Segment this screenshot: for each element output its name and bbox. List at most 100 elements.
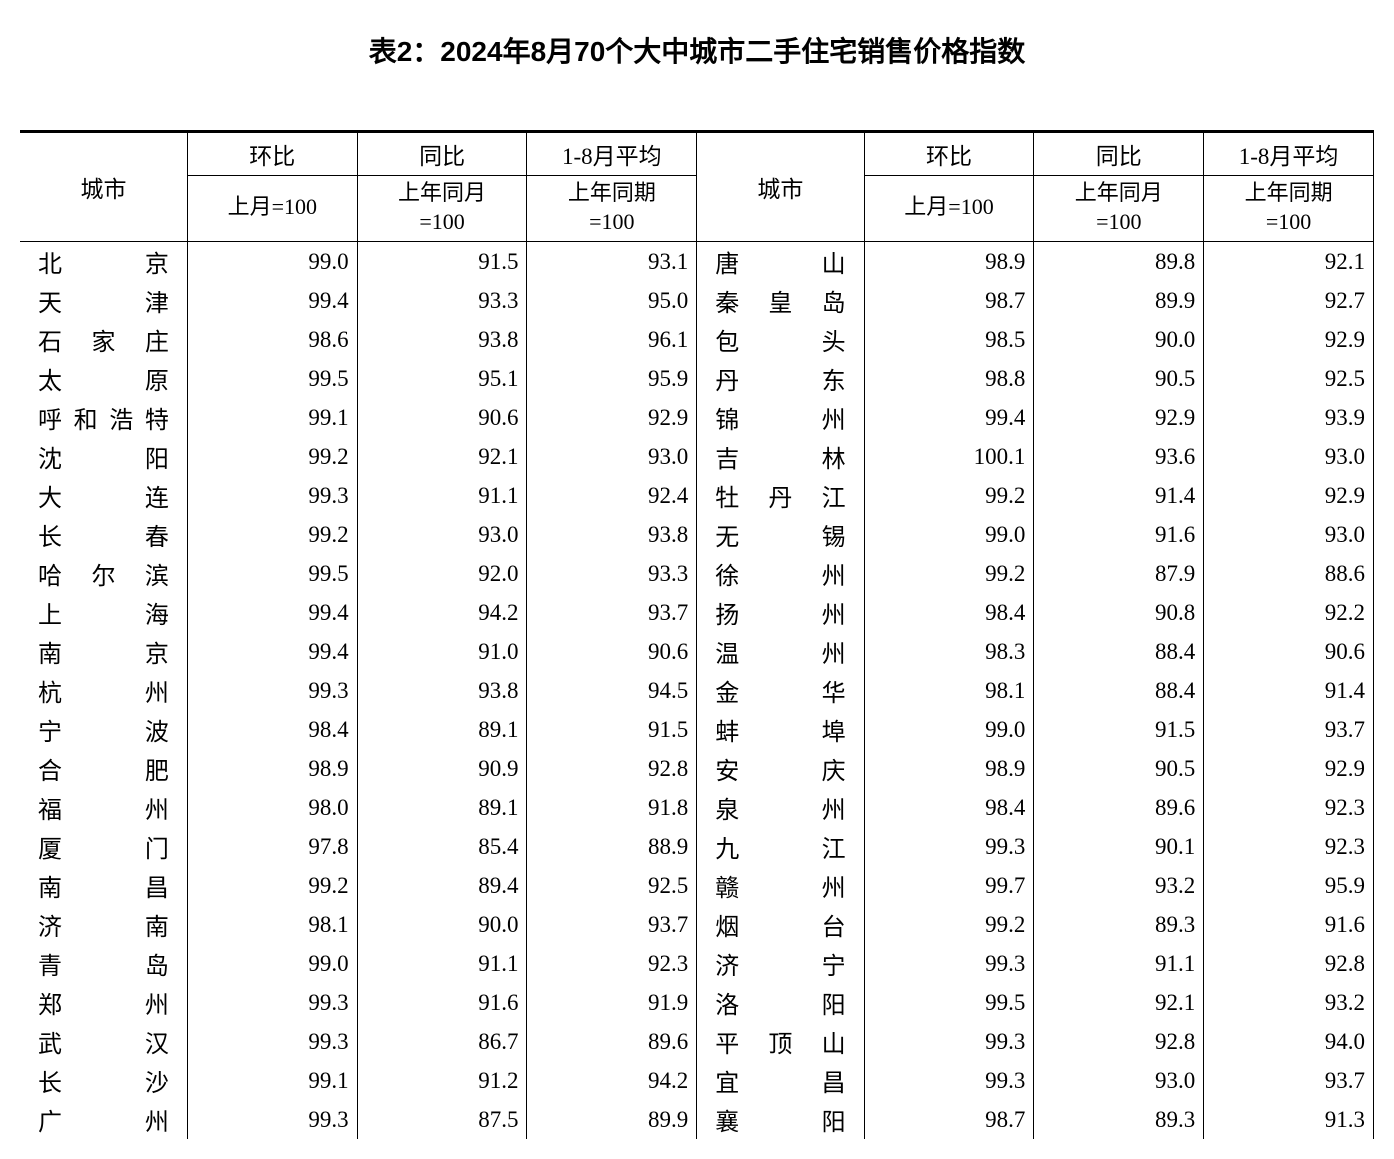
yoy-cell: 95.1 [357, 359, 527, 398]
avg-cell: 94.2 [527, 1061, 697, 1100]
avg-cell: 88.6 [1204, 554, 1374, 593]
yoy-cell: 91.6 [357, 983, 527, 1022]
table-body: 北京99.091.593.1唐山98.989.892.1天津99.493.395… [20, 242, 1374, 1140]
city-cell: 丹东 [697, 359, 864, 398]
yoy-cell: 91.5 [1034, 710, 1204, 749]
mom-cell: 99.4 [187, 593, 357, 632]
yoy-cell: 85.4 [357, 827, 527, 866]
city-cell: 广州 [20, 1100, 187, 1139]
hdr-avg-sub-right: 上年同期=100 [1204, 176, 1374, 242]
yoy-cell: 91.6 [1034, 515, 1204, 554]
yoy-cell: 91.5 [357, 242, 527, 282]
avg-cell: 95.9 [527, 359, 697, 398]
table-row: 天津99.493.395.0秦皇岛98.789.992.7 [20, 281, 1374, 320]
yoy-cell: 93.8 [357, 671, 527, 710]
mom-cell: 98.4 [187, 710, 357, 749]
hdr-city-right: 城市 [697, 132, 864, 242]
city-cell: 宁波 [20, 710, 187, 749]
yoy-cell: 89.9 [1034, 281, 1204, 320]
mom-cell: 99.3 [187, 1022, 357, 1061]
mom-cell: 99.0 [187, 944, 357, 983]
yoy-cell: 93.8 [357, 320, 527, 359]
avg-cell: 93.7 [527, 593, 697, 632]
table-row: 长春99.293.093.8无锡99.091.693.0 [20, 515, 1374, 554]
table-row: 石家庄98.693.896.1包头98.590.092.9 [20, 320, 1374, 359]
table-row: 南京99.491.090.6温州98.388.490.6 [20, 632, 1374, 671]
city-cell: 烟台 [697, 905, 864, 944]
avg-cell: 92.3 [1204, 788, 1374, 827]
yoy-cell: 92.9 [1034, 398, 1204, 437]
table-row: 厦门97.885.488.9九江99.390.192.3 [20, 827, 1374, 866]
yoy-cell: 87.9 [1034, 554, 1204, 593]
yoy-cell: 93.0 [1034, 1061, 1204, 1100]
city-cell: 哈尔滨 [20, 554, 187, 593]
mom-cell: 99.5 [864, 983, 1034, 1022]
city-cell: 长沙 [20, 1061, 187, 1100]
yoy-cell: 89.6 [1034, 788, 1204, 827]
mom-cell: 100.1 [864, 437, 1034, 476]
yoy-cell: 89.4 [357, 866, 527, 905]
avg-cell: 93.1 [527, 242, 697, 282]
city-cell: 上海 [20, 593, 187, 632]
hdr-mom-right: 环比 [864, 132, 1034, 176]
mom-cell: 98.3 [864, 632, 1034, 671]
yoy-cell: 90.1 [1034, 827, 1204, 866]
mom-cell: 99.3 [187, 476, 357, 515]
table-row: 宁波98.489.191.5蚌埠99.091.593.7 [20, 710, 1374, 749]
city-cell: 襄阳 [697, 1100, 864, 1139]
city-cell: 太原 [20, 359, 187, 398]
avg-cell: 90.6 [1204, 632, 1374, 671]
city-cell: 厦门 [20, 827, 187, 866]
city-cell: 平顶山 [697, 1022, 864, 1061]
avg-cell: 93.9 [1204, 398, 1374, 437]
city-cell: 南京 [20, 632, 187, 671]
city-cell: 合肥 [20, 749, 187, 788]
mom-cell: 99.0 [864, 710, 1034, 749]
avg-cell: 91.6 [1204, 905, 1374, 944]
table-row: 合肥98.990.992.8安庆98.990.592.9 [20, 749, 1374, 788]
avg-cell: 92.3 [1204, 827, 1374, 866]
avg-cell: 93.0 [1204, 437, 1374, 476]
city-cell: 唐山 [697, 242, 864, 282]
mom-cell: 99.7 [864, 866, 1034, 905]
yoy-cell: 93.2 [1034, 866, 1204, 905]
avg-cell: 92.9 [1204, 476, 1374, 515]
avg-cell: 93.2 [1204, 983, 1374, 1022]
mom-cell: 98.8 [864, 359, 1034, 398]
mom-cell: 98.9 [864, 242, 1034, 282]
mom-cell: 99.4 [187, 281, 357, 320]
mom-cell: 98.7 [864, 1100, 1034, 1139]
mom-cell: 99.5 [187, 554, 357, 593]
avg-cell: 92.9 [527, 398, 697, 437]
yoy-cell: 91.1 [357, 476, 527, 515]
avg-cell: 89.9 [527, 1100, 697, 1139]
mom-cell: 99.5 [187, 359, 357, 398]
city-cell: 福州 [20, 788, 187, 827]
table-row: 哈尔滨99.592.093.3徐州99.287.988.6 [20, 554, 1374, 593]
city-cell: 济宁 [697, 944, 864, 983]
mom-cell: 99.2 [187, 515, 357, 554]
city-cell: 大连 [20, 476, 187, 515]
mom-cell: 99.3 [187, 1100, 357, 1139]
city-cell: 呼和浩特 [20, 398, 187, 437]
avg-cell: 91.8 [527, 788, 697, 827]
city-cell: 南昌 [20, 866, 187, 905]
yoy-cell: 88.4 [1034, 632, 1204, 671]
yoy-cell: 92.1 [1034, 983, 1204, 1022]
avg-cell: 91.3 [1204, 1100, 1374, 1139]
mom-cell: 99.2 [864, 476, 1034, 515]
mom-cell: 99.4 [864, 398, 1034, 437]
mom-cell: 99.1 [187, 1061, 357, 1100]
avg-cell: 93.0 [527, 437, 697, 476]
avg-cell: 92.5 [527, 866, 697, 905]
mom-cell: 98.4 [864, 593, 1034, 632]
price-index-table: 城市 环比 同比 1-8月平均 城市 环比 同比 1-8月平均 上月=100 上… [20, 130, 1374, 1139]
yoy-cell: 90.9 [357, 749, 527, 788]
table-title: 表2：2024年8月70个大中城市二手住宅销售价格指数 [20, 30, 1374, 70]
yoy-cell: 89.1 [357, 710, 527, 749]
mom-cell: 99.1 [187, 398, 357, 437]
table-row: 济南98.190.093.7烟台99.289.391.6 [20, 905, 1374, 944]
mom-cell: 98.1 [864, 671, 1034, 710]
yoy-cell: 91.4 [1034, 476, 1204, 515]
city-cell: 杭州 [20, 671, 187, 710]
